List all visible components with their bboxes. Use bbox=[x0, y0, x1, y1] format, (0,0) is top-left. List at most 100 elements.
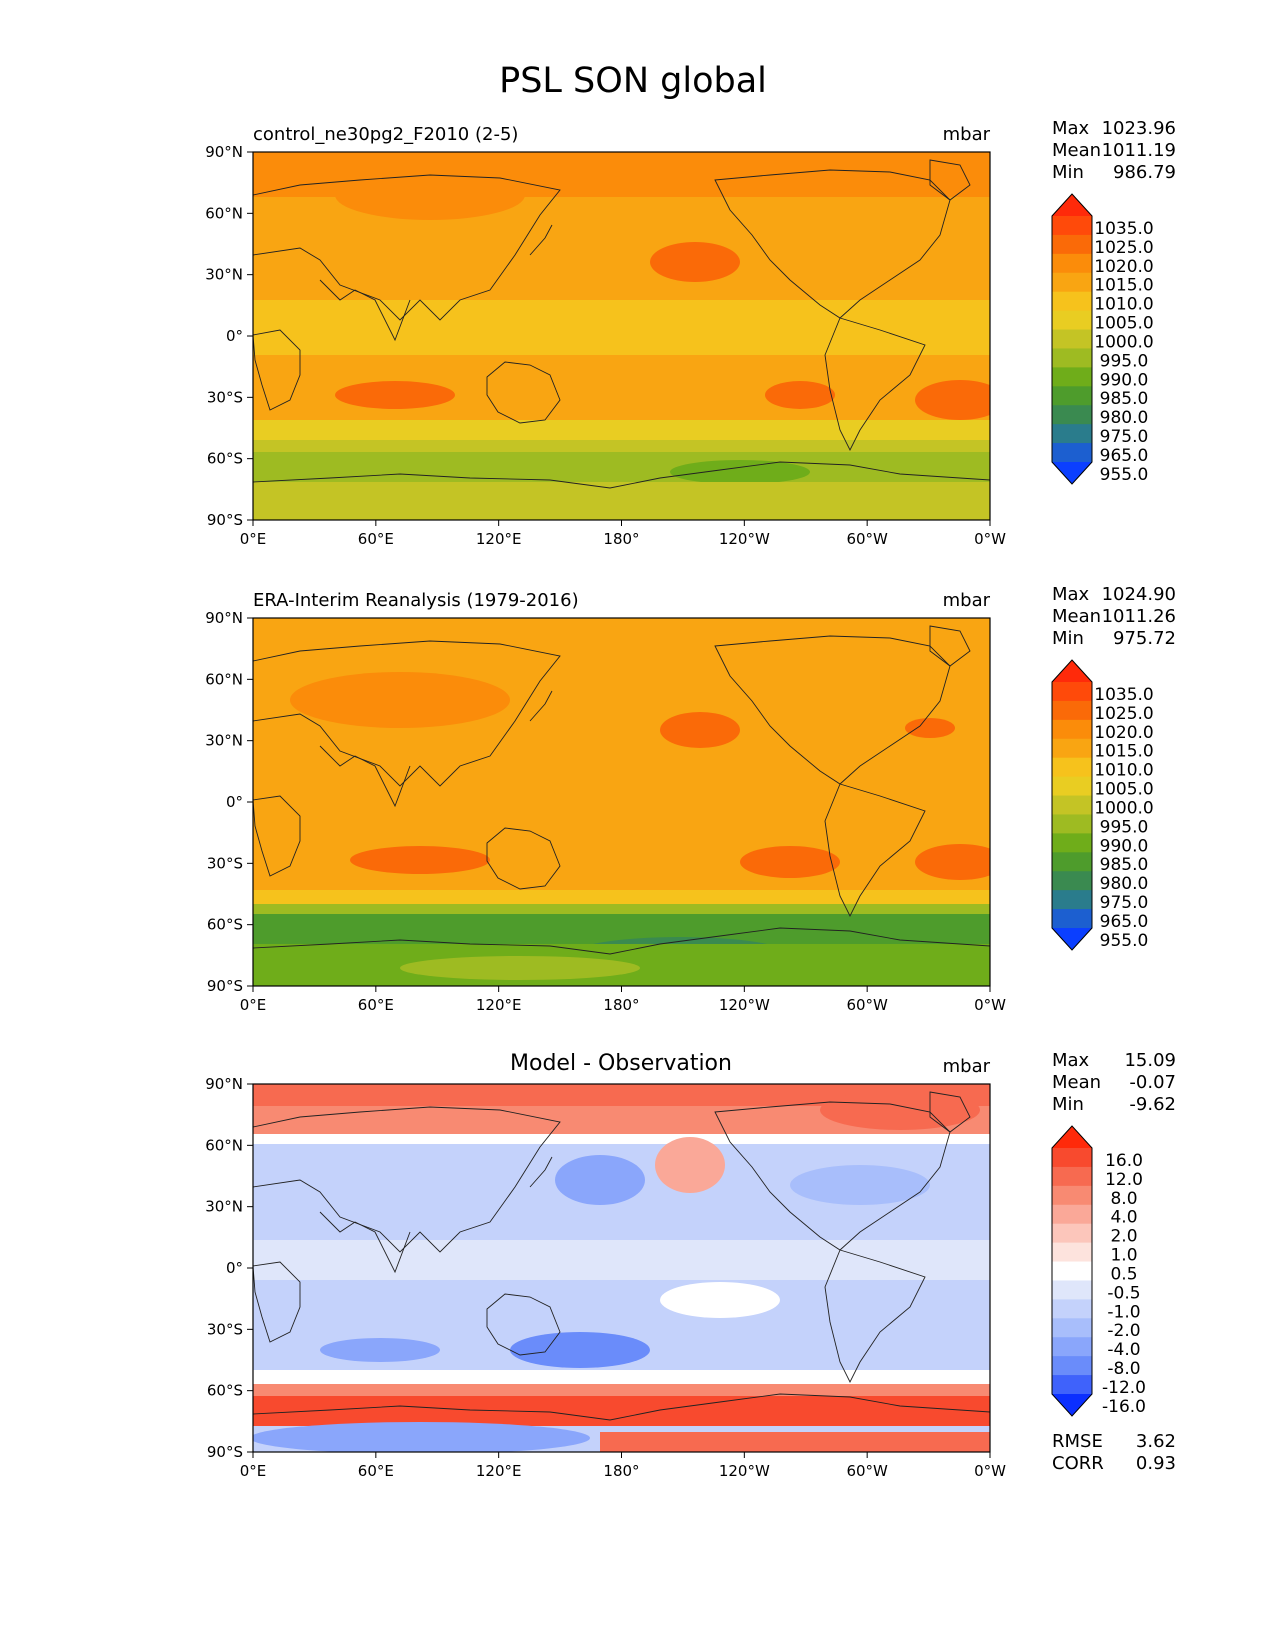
high-siberia bbox=[335, 170, 525, 220]
stat-label-mean: Mean bbox=[1052, 1072, 1101, 1093]
neg-south-pacific bbox=[510, 1332, 650, 1368]
band-southern-mid bbox=[253, 890, 990, 904]
lon-tick-label: 180° bbox=[603, 1462, 639, 1480]
high-north-atlantic bbox=[905, 718, 955, 738]
neg-north-atlantic bbox=[790, 1165, 930, 1205]
lon-tick-label: 180° bbox=[603, 530, 639, 548]
colorbar-extend-max bbox=[1052, 660, 1092, 682]
stat-label-max: Max bbox=[1052, 584, 1090, 605]
stat-value-max: 15.09 bbox=[1124, 1050, 1176, 1071]
neg-east-antarctica bbox=[253, 1422, 590, 1452]
lat-tick-label: 30°N bbox=[205, 732, 243, 750]
lon-tick-label: 60°E bbox=[358, 530, 394, 548]
panel-difference: Model - Observation mbar bbox=[205, 1050, 1176, 1480]
neg-south-indian bbox=[320, 1338, 440, 1362]
coast-north-america bbox=[714, 1101, 951, 1251]
colorbar-segment bbox=[1052, 386, 1092, 406]
colorbar-tick-label: -16.0 bbox=[1102, 1397, 1146, 1417]
stat-label-mean: Mean bbox=[1052, 140, 1101, 161]
coast-africa bbox=[253, 795, 301, 877]
colorbar-tick-label: 975.0 bbox=[1100, 893, 1149, 913]
lon-tick-label: 120°W bbox=[719, 530, 770, 548]
colorbar-segment bbox=[1052, 234, 1092, 255]
band-northern-high bbox=[253, 618, 990, 658]
colorbar-tick-label: 990.0 bbox=[1100, 370, 1149, 390]
colorbar-tick-label: 2.0 bbox=[1110, 1227, 1137, 1247]
lon-tick-label: 0°E bbox=[240, 996, 267, 1014]
coast-arabia-india bbox=[319, 1211, 411, 1274]
colorbar-tick-label: -1.0 bbox=[1107, 1302, 1140, 1322]
stats-block: Max 1024.90 Mean 1011.26 Min 975.72 bbox=[1052, 584, 1176, 649]
high-north-pacific bbox=[660, 712, 740, 748]
antarctic-plateau bbox=[400, 956, 640, 980]
colorbar-segment bbox=[1052, 1299, 1092, 1319]
figure-title: PSL SON global bbox=[499, 61, 767, 101]
band-tropics-white bbox=[253, 1240, 990, 1280]
coast-africa bbox=[253, 1261, 301, 1343]
colorbar-tick-label: -12.0 bbox=[1102, 1378, 1146, 1398]
colorbar-tick-label: 16.0 bbox=[1105, 1151, 1143, 1171]
colorbar-segment bbox=[1052, 814, 1092, 834]
colorbar-segment bbox=[1052, 216, 1092, 236]
lat-tick-label: 60°N bbox=[205, 670, 243, 688]
panel-units: mbar bbox=[943, 124, 991, 145]
panel-title-center: Model - Observation bbox=[510, 1051, 732, 1076]
coast-south-america bbox=[824, 783, 926, 918]
colorbar-segment bbox=[1052, 1318, 1092, 1338]
stats-block: Max 1023.96 Mean 1011.19 Min 986.79 bbox=[1052, 118, 1176, 183]
coast-arabia-india bbox=[319, 745, 411, 808]
colorbar-segment bbox=[1052, 738, 1092, 759]
colorbar-segment bbox=[1052, 443, 1092, 463]
lon-tick-label: 120°E bbox=[476, 996, 522, 1014]
coast-greenland bbox=[929, 625, 971, 667]
lat-tick-label: 60°N bbox=[205, 1136, 243, 1154]
lat-tick-label: 60°S bbox=[207, 916, 243, 934]
lat-tick-label: 90°N bbox=[205, 1075, 243, 1093]
lon-axis: 0°E 60°E 120°E 180° 120°W 60°W 0°W bbox=[240, 520, 1006, 548]
colorbar-segment bbox=[1052, 700, 1092, 721]
colorbar-tick-label: 985.0 bbox=[1100, 855, 1149, 875]
colorbar-tick-label: 1035.0 bbox=[1094, 685, 1153, 705]
lat-tick-label: 60°N bbox=[205, 204, 243, 222]
colorbar-segment bbox=[1052, 776, 1092, 797]
coast-arabia-india bbox=[319, 279, 411, 342]
lon-tick-label: 0°E bbox=[240, 1462, 267, 1480]
band-southern-ocean-2 bbox=[253, 452, 990, 482]
lat-tick-label: 30°N bbox=[205, 266, 243, 284]
stat-value-max: 1024.90 bbox=[1102, 584, 1176, 605]
band-southern-mid bbox=[253, 420, 990, 440]
coast-japan bbox=[529, 224, 553, 256]
lat-tick-label: 0° bbox=[226, 793, 243, 811]
colorbar-segment bbox=[1052, 795, 1092, 815]
colorbar-extend-min bbox=[1052, 462, 1092, 484]
colorbar-segment bbox=[1052, 1185, 1092, 1206]
lon-tick-label: 60°W bbox=[846, 1462, 888, 1480]
colorbar-tick-label: 995.0 bbox=[1100, 817, 1149, 837]
colorbar-segment bbox=[1052, 291, 1092, 312]
coast-greenland bbox=[929, 1091, 971, 1133]
lat-tick-label: 30°N bbox=[205, 1198, 243, 1216]
lon-tick-label: 0°E bbox=[240, 530, 267, 548]
band-zero-north bbox=[253, 1134, 990, 1144]
lat-axis: 90°N 60°N 30°N 0° 30°S 60°S 90°S bbox=[205, 609, 253, 995]
colorbar-segment bbox=[1052, 424, 1092, 444]
colorbar-segment bbox=[1052, 272, 1092, 293]
high-south-indian bbox=[335, 381, 455, 409]
panel-control: control_ne30pg2_F2010 (2-5) mbar bbox=[205, 118, 1176, 548]
lon-tick-label: 60°E bbox=[358, 996, 394, 1014]
band-southern-positive-strong bbox=[253, 1396, 990, 1426]
stat-label-min: Min bbox=[1052, 162, 1084, 183]
lon-tick-label: 60°W bbox=[846, 996, 888, 1014]
colorbar-segment bbox=[1052, 1280, 1092, 1300]
colorbar-tick-label: 1000.0 bbox=[1094, 798, 1153, 818]
colorbar-tick-label: 4.0 bbox=[1110, 1208, 1137, 1228]
colorbar-segment bbox=[1052, 871, 1092, 891]
rmse-label: RMSE bbox=[1052, 1431, 1103, 1452]
colorbar-segment bbox=[1052, 405, 1092, 425]
colorbar-tick-label: 955.0 bbox=[1100, 465, 1149, 485]
colorbar-segment bbox=[1052, 1148, 1092, 1168]
colorbar-segment bbox=[1052, 682, 1092, 702]
lat-tick-label: 90°N bbox=[205, 609, 243, 627]
colorbar-segment bbox=[1052, 1223, 1092, 1244]
